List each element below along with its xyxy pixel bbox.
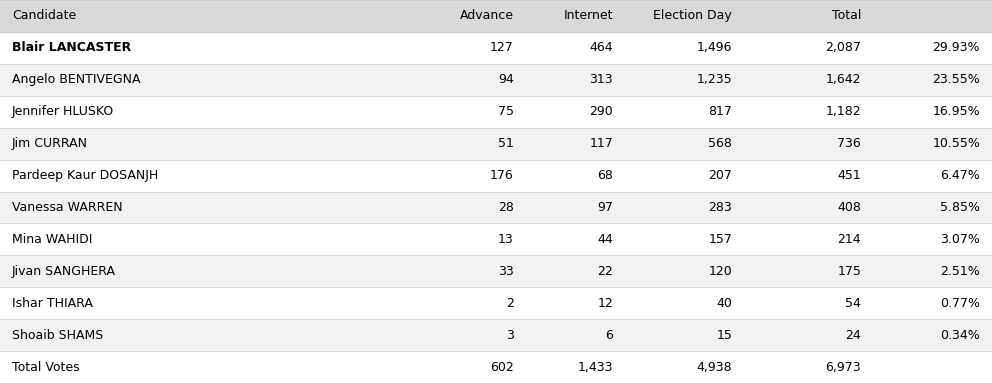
Text: Total: Total — [831, 10, 861, 23]
Text: Internet: Internet — [563, 10, 613, 23]
Text: 176: 176 — [490, 169, 514, 182]
Text: 568: 568 — [708, 137, 732, 150]
Text: 214: 214 — [837, 233, 861, 246]
Bar — [0, 287, 992, 319]
Text: 68: 68 — [597, 169, 613, 182]
Text: 4,938: 4,938 — [696, 360, 732, 373]
Text: Total Votes: Total Votes — [12, 360, 79, 373]
Text: 6: 6 — [605, 329, 613, 342]
Bar — [0, 351, 992, 383]
Text: Jennifer HLUSKO: Jennifer HLUSKO — [12, 105, 114, 118]
Text: Ishar THIARA: Ishar THIARA — [12, 297, 93, 310]
Text: Shoaib SHAMS: Shoaib SHAMS — [12, 329, 103, 342]
Text: 1,433: 1,433 — [577, 360, 613, 373]
Text: 464: 464 — [589, 41, 613, 54]
Bar — [0, 96, 992, 128]
Text: 1,235: 1,235 — [696, 73, 732, 86]
Text: 51: 51 — [498, 137, 514, 150]
Text: 117: 117 — [589, 137, 613, 150]
Text: 13: 13 — [498, 233, 514, 246]
Text: 75: 75 — [498, 105, 514, 118]
Text: 40: 40 — [716, 297, 732, 310]
Text: 22: 22 — [597, 265, 613, 278]
Text: 451: 451 — [837, 169, 861, 182]
Text: 54: 54 — [845, 297, 861, 310]
Text: 408: 408 — [837, 201, 861, 214]
Text: Jim CURRAN: Jim CURRAN — [12, 137, 88, 150]
Text: 736: 736 — [837, 137, 861, 150]
Text: 2,087: 2,087 — [825, 41, 861, 54]
Text: 12: 12 — [597, 297, 613, 310]
Text: 94: 94 — [498, 73, 514, 86]
Text: Election Day: Election Day — [654, 10, 732, 23]
Text: 283: 283 — [708, 201, 732, 214]
Text: 3: 3 — [506, 329, 514, 342]
Text: Candidate: Candidate — [12, 10, 76, 23]
Text: Jivan SANGHERA: Jivan SANGHERA — [12, 265, 116, 278]
Text: 207: 207 — [708, 169, 732, 182]
Text: 6.47%: 6.47% — [940, 169, 980, 182]
Text: 10.55%: 10.55% — [932, 137, 980, 150]
Text: 44: 44 — [597, 233, 613, 246]
Text: Blair LANCASTER: Blair LANCASTER — [12, 41, 131, 54]
Text: 97: 97 — [597, 201, 613, 214]
Text: 29.93%: 29.93% — [932, 41, 980, 54]
Text: 33: 33 — [498, 265, 514, 278]
Text: 28: 28 — [498, 201, 514, 214]
Text: 0.77%: 0.77% — [940, 297, 980, 310]
Bar — [0, 160, 992, 192]
Text: 157: 157 — [708, 233, 732, 246]
Bar — [0, 319, 992, 351]
Text: 120: 120 — [708, 265, 732, 278]
Text: 602: 602 — [490, 360, 514, 373]
Text: 0.34%: 0.34% — [940, 329, 980, 342]
Bar — [0, 64, 992, 96]
Bar — [0, 32, 992, 64]
Text: 6,973: 6,973 — [825, 360, 861, 373]
Text: 24: 24 — [845, 329, 861, 342]
Text: Angelo BENTIVEGNA: Angelo BENTIVEGNA — [12, 73, 141, 86]
Text: 817: 817 — [708, 105, 732, 118]
Text: 313: 313 — [589, 73, 613, 86]
Text: 15: 15 — [716, 329, 732, 342]
Bar — [0, 192, 992, 223]
Bar — [0, 255, 992, 287]
Bar — [0, 128, 992, 160]
Text: 1,496: 1,496 — [696, 41, 732, 54]
Text: 2.51%: 2.51% — [940, 265, 980, 278]
Text: 2: 2 — [506, 297, 514, 310]
Text: 16.95%: 16.95% — [932, 105, 980, 118]
Text: Vanessa WARREN: Vanessa WARREN — [12, 201, 123, 214]
Text: 175: 175 — [837, 265, 861, 278]
Bar — [0, 223, 992, 255]
Text: Advance: Advance — [460, 10, 514, 23]
Text: Mina WAHIDI: Mina WAHIDI — [12, 233, 92, 246]
Text: 5.85%: 5.85% — [940, 201, 980, 214]
Text: 1,182: 1,182 — [825, 105, 861, 118]
Text: 23.55%: 23.55% — [932, 73, 980, 86]
Bar — [0, 0, 992, 32]
Text: 290: 290 — [589, 105, 613, 118]
Text: Pardeep Kaur DOSANJH: Pardeep Kaur DOSANJH — [12, 169, 158, 182]
Text: 3.07%: 3.07% — [940, 233, 980, 246]
Text: 1,642: 1,642 — [825, 73, 861, 86]
Text: 127: 127 — [490, 41, 514, 54]
